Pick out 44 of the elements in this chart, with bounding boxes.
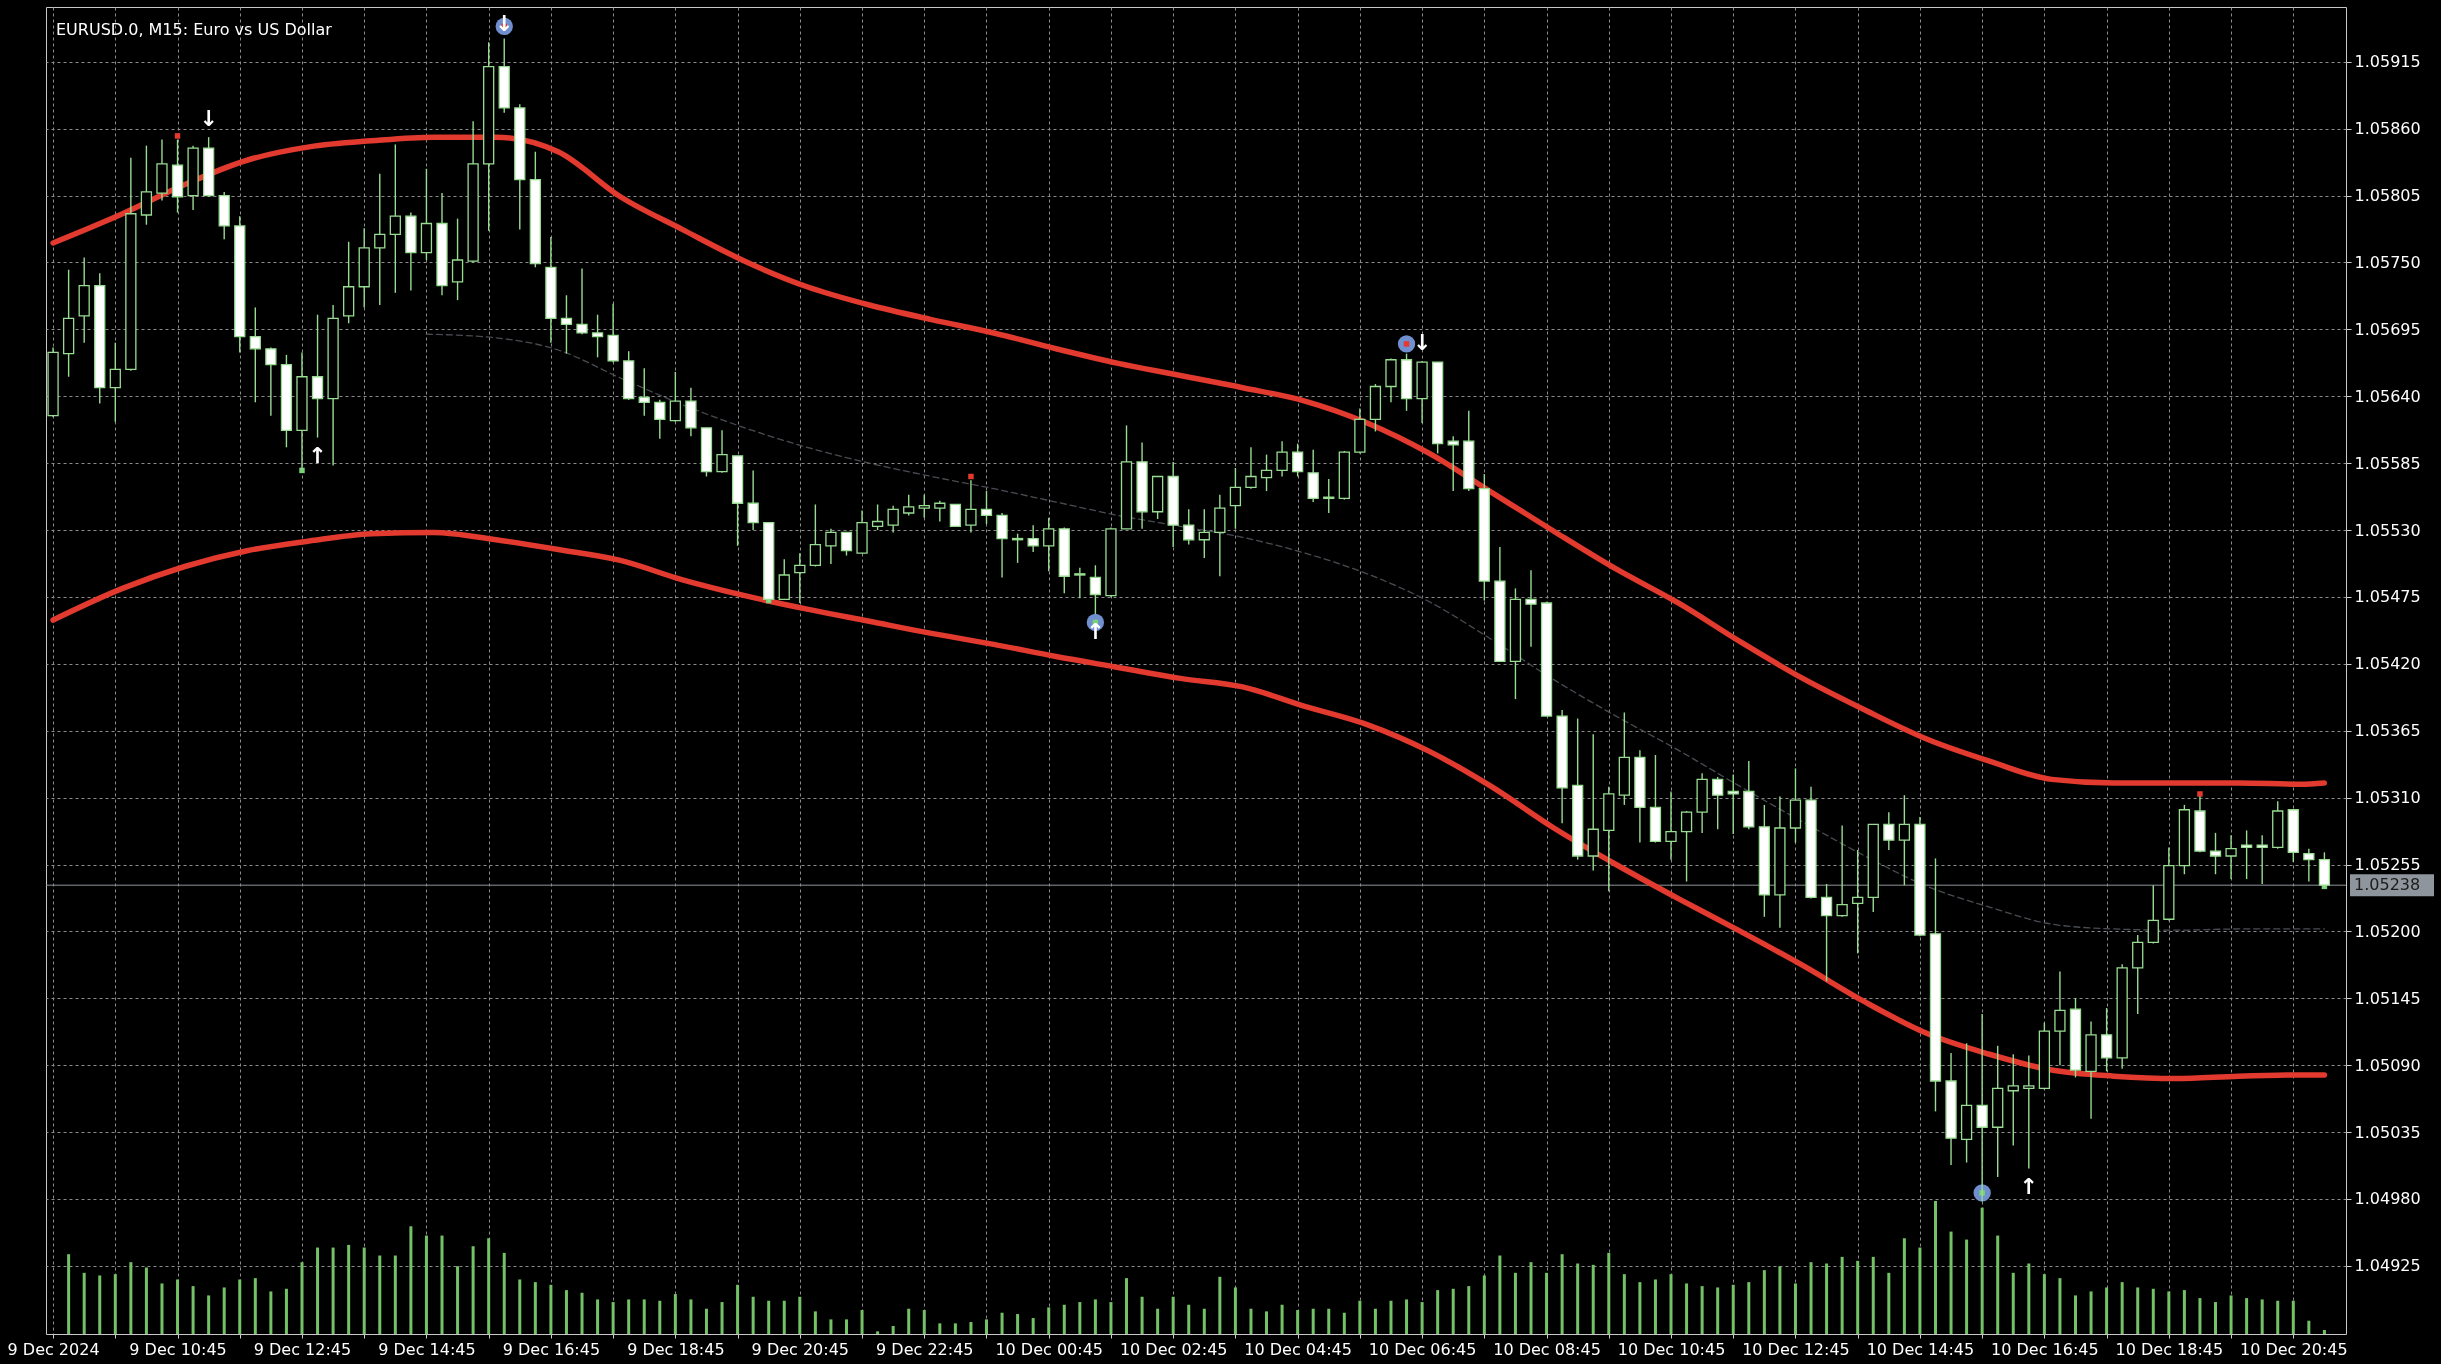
- y-tick-label: 1.04925: [2354, 1256, 2421, 1276]
- y-tick-label: 1.05915: [2354, 52, 2421, 72]
- y-tick-label: 1.05365: [2354, 721, 2421, 741]
- text: EURUSD.0, M15: Euro vs US Dollar: [56, 20, 333, 39]
- y-tick-label: 1.05310: [2354, 788, 2421, 808]
- x-tick-label: 10 Dec 06:45: [1368, 1339, 1477, 1359]
- y-tick-label: 1.05750: [2354, 252, 2421, 272]
- y-tick-label: 1.05090: [2354, 1055, 2421, 1075]
- x-tick-label: 10 Dec 18:45: [2115, 1339, 2224, 1359]
- annotation: ↑: [308, 442, 327, 468]
- y-tick-label: 1.05475: [2354, 587, 2421, 607]
- x-tick-label: 10 Dec 12:45: [1742, 1339, 1850, 1359]
- x-tick-label: 9 Dec 16:45: [502, 1339, 601, 1359]
- x-tick-label: 9 Dec 18:45: [627, 1339, 725, 1359]
- y-tick-label: 1.05805: [2354, 186, 2421, 206]
- y-tick-label: 1.05585: [2354, 453, 2421, 473]
- x-tick-label: 9 Dec 10:45: [129, 1339, 227, 1359]
- y-tick-label: 1.05420: [2354, 654, 2421, 674]
- x-tick-label: 10 Dec 00:45: [995, 1339, 1104, 1359]
- y-tick-label: 1.05640: [2354, 386, 2421, 406]
- y-tick-label: 1.04980: [2354, 1189, 2421, 1209]
- y-tick-label: 1.05035: [2354, 1122, 2421, 1142]
- annotation: ↓: [199, 106, 218, 132]
- y-tick-label: 1.05530: [2354, 520, 2421, 540]
- y-tick-label: 1.05860: [2354, 119, 2421, 139]
- ref-line-label: 1.05238: [2354, 875, 2421, 895]
- x-tick-label: 10 Dec 02:45: [1119, 1339, 1228, 1359]
- y-tick-label: 1.05200: [2354, 921, 2421, 941]
- x-tick-label: 10 Dec 10:45: [1617, 1339, 1726, 1359]
- x-tick-label: 9 Dec 22:45: [876, 1339, 974, 1359]
- x-tick-label: 9 Dec 12:45: [253, 1339, 352, 1359]
- x-tick-label: 9 Dec 20:45: [751, 1339, 850, 1359]
- x-tick-label: 10 Dec 04:45: [1244, 1339, 1352, 1359]
- annotation: ↓: [1412, 329, 1432, 355]
- x-tick-label: 10 Dec 08:45: [1493, 1339, 1601, 1359]
- x-tick-label: 9 Dec 14:45: [378, 1339, 476, 1359]
- y-tick-label: 1.05695: [2354, 319, 2421, 339]
- x-tick-label: 9 Dec 2024: [7, 1339, 100, 1359]
- annotation: ↑: [2019, 1173, 2039, 1199]
- x-tick-label: 10 Dec 16:45: [1991, 1339, 2099, 1359]
- x-tick-label: 10 Dec 20:45: [2239, 1339, 2348, 1359]
- x-tick-label: 10 Dec 14:45: [1866, 1339, 1975, 1359]
- y-tick-label: 1.05255: [2354, 855, 2421, 874]
- y-tick-label: 1.05145: [2354, 988, 2421, 1008]
